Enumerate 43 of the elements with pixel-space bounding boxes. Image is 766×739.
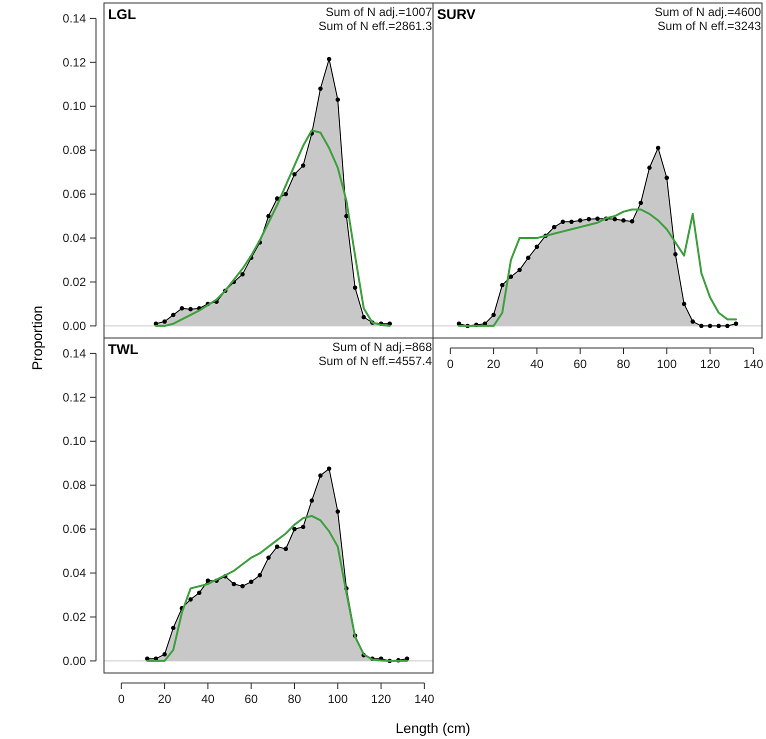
y-tick-label: 0.00 xyxy=(62,318,86,333)
x-tick-label: 140 xyxy=(743,357,764,371)
y-tick-label: 0.06 xyxy=(62,187,86,202)
x-axis-title: Length (cm) xyxy=(396,720,470,736)
y-tick-label: 0.08 xyxy=(62,143,86,158)
x-tick-label: 40 xyxy=(201,692,215,706)
y-tick-label: 0.06 xyxy=(62,522,86,536)
x-tick-label: 100 xyxy=(328,692,348,706)
x-tick-label: 20 xyxy=(158,692,172,706)
x-tick-label: 100 xyxy=(656,357,678,371)
y-tick-label: 0.10 xyxy=(62,99,86,114)
x-tick-label: 140 xyxy=(414,692,435,706)
x-tick-label: 0 xyxy=(446,357,454,371)
x-tick-label: 60 xyxy=(574,357,588,371)
y-tick-label: 0.10 xyxy=(62,434,86,448)
y-tick-label: 0.00 xyxy=(62,654,86,668)
annotation: Sum of N eff.=4557.4 xyxy=(318,354,432,368)
x-tick-label: 120 xyxy=(700,357,720,371)
x-tick-label: 80 xyxy=(288,692,302,706)
x-tick-label: 60 xyxy=(244,692,258,706)
chart-title: SURV xyxy=(437,6,476,22)
x-tick-label: 80 xyxy=(616,357,630,371)
chart-title: TWL xyxy=(108,341,139,357)
y-tick-label: 0.02 xyxy=(62,610,86,624)
annotation: Sum of N adj.=4600 xyxy=(654,5,762,19)
annotation: Sum of N adj.=1007 xyxy=(326,5,432,19)
y-tick-label: 0.14 xyxy=(62,346,86,360)
x-tick-label: 120 xyxy=(371,692,392,706)
y-tick-label: 0.04 xyxy=(62,566,86,580)
annotation: Sum of N eff.=3243 xyxy=(657,19,762,33)
annotation: Sum of N adj.=868 xyxy=(332,340,432,354)
y-tick-label: 0.14 xyxy=(62,11,86,26)
annotation: Sum of N eff.=2861.3 xyxy=(318,19,432,33)
y-tick-label: 0.12 xyxy=(62,390,86,404)
x-tick-label: 0 xyxy=(118,692,125,706)
y-axis-title: Proportion xyxy=(29,306,45,370)
y-tick-label: 0.04 xyxy=(62,231,86,246)
x-tick-label: 40 xyxy=(530,357,544,371)
y-tick-label: 0.02 xyxy=(62,274,86,289)
y-tick-label: 0.12 xyxy=(62,55,86,70)
x-tick-label: 20 xyxy=(486,357,501,371)
chart-title: LGL xyxy=(108,6,136,22)
y-tick-label: 0.08 xyxy=(62,478,86,492)
